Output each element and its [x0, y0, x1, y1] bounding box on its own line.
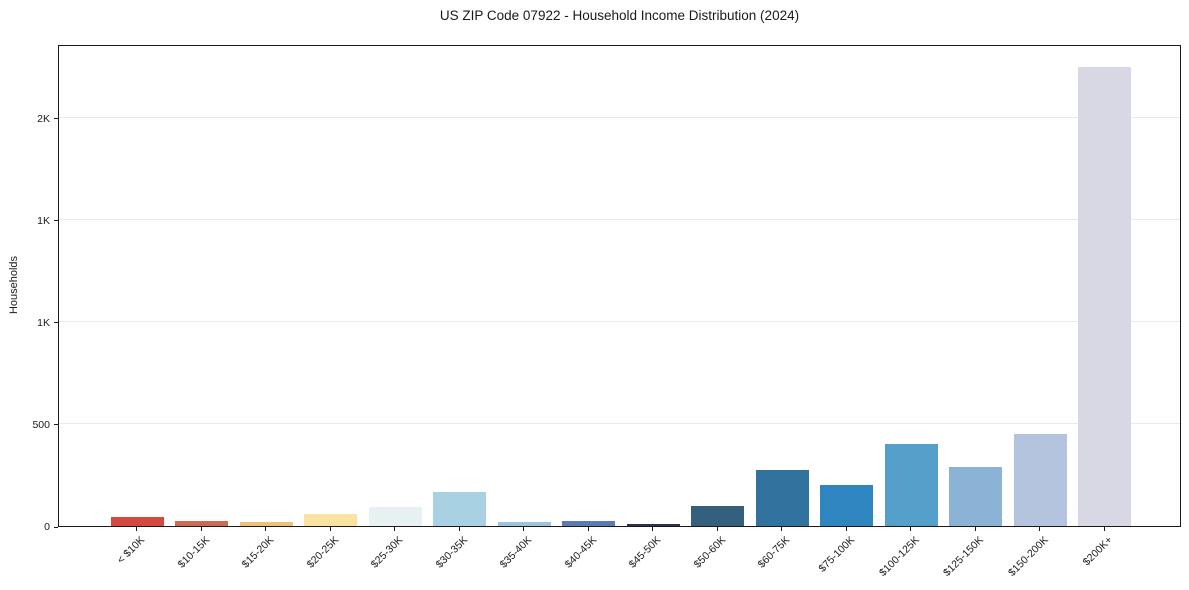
- x-tick-mark-10k: [136, 527, 137, 531]
- x-tick-mark-10-15k: [200, 527, 202, 531]
- bar-30-35k: [433, 492, 486, 526]
- x-tick-mark-125-150k: [974, 527, 976, 531]
- x-tick-label-45-50k: $45-50K: [626, 534, 664, 571]
- x-tick-label-15-20k: $15-20K: [239, 534, 277, 571]
- y-tick-label-0: 0: [44, 521, 50, 533]
- x-tick-mark-20-25k: [329, 527, 331, 531]
- x-tick-mark-25-30k: [394, 527, 395, 531]
- x-tick-label-150-200k: $150-200K: [1005, 534, 1051, 579]
- x-tick-mark-50-60k: [716, 527, 718, 531]
- bar-75-100k: [820, 485, 873, 526]
- x-tick-label-40-45k: $40-45K: [562, 534, 599, 571]
- x-tick-mark-100-125k: [910, 527, 911, 531]
- y-tick-label-1500: 1K: [37, 214, 50, 227]
- gridline-2000: [59, 116, 1180, 118]
- x-tick-label-10-15k: $10-15K: [175, 534, 212, 571]
- x-tick-label-35-40k: $35-40K: [497, 534, 535, 571]
- bar-60-75k: [755, 469, 809, 526]
- x-tick-label-50-60k: $50-60K: [691, 534, 728, 571]
- x-tick-mark-75-100k: [845, 527, 847, 531]
- y-tick-mark-0: [54, 526, 58, 528]
- x-tick-label-25-30k: $25-30K: [368, 534, 406, 571]
- x-tick-label-60-75k: $60-75K: [755, 534, 793, 571]
- bar-40-45k: [562, 521, 615, 526]
- x-tick-mark-15-20k: [265, 527, 266, 531]
- x-tick-mark-60-75k: [781, 527, 782, 531]
- x-tick-label-75-100k: $75-100K: [816, 534, 857, 575]
- bar-25-30k: [368, 506, 422, 526]
- bar-50-60k: [691, 505, 744, 526]
- x-tick-label-100-125k: $100-125K: [876, 534, 922, 579]
- bar-10-15k: [175, 520, 228, 526]
- bar-15-20k: [239, 521, 293, 526]
- x-tick-mark-40-45k: [587, 527, 589, 531]
- x-tick-label-125-150k: $125-150K: [941, 534, 986, 579]
- gridline-500: [59, 422, 1180, 424]
- bar-10k: [110, 516, 164, 526]
- bar-150-200k: [1013, 434, 1067, 526]
- gridline-1000: [59, 320, 1180, 322]
- x-tick-mark-35-40k: [523, 527, 524, 531]
- y-tick-mark-500: [54, 424, 58, 426]
- x-tick-mark-200k: [1103, 527, 1105, 531]
- bar-20-25k: [304, 513, 357, 526]
- y-tick-label-2000: 2K: [37, 112, 50, 125]
- y-tick-label-500: 500: [32, 418, 50, 431]
- x-tick-mark-45-50k: [652, 527, 653, 531]
- x-tick-label-20-25k: $20-25K: [304, 534, 341, 571]
- bar-45-50k: [626, 524, 680, 526]
- chart-title: US ZIP Code 07922 - Household Income Dis…: [439, 8, 800, 23]
- x-tick-label-10k: < $10K: [115, 534, 148, 567]
- y-tick-mark-1000: [54, 322, 58, 324]
- y-tick-mark-1500: [54, 220, 58, 222]
- y-tick-label-1000: 1K: [37, 316, 50, 329]
- gridline-1500: [59, 218, 1180, 220]
- plot-area: [58, 45, 1181, 527]
- x-tick-mark-150-200k: [1039, 527, 1040, 531]
- bar-200k: [1078, 66, 1131, 526]
- bar-100-125k: [884, 444, 938, 526]
- bar-35-40k: [497, 521, 551, 526]
- bar-125-150k: [949, 466, 1002, 526]
- x-tick-mark-30-35k: [458, 527, 460, 531]
- y-tick-mark-2000: [54, 118, 58, 120]
- x-tick-label-200k: $200K+: [1080, 534, 1115, 569]
- x-tick-label-30-35k: $30-35K: [433, 534, 470, 571]
